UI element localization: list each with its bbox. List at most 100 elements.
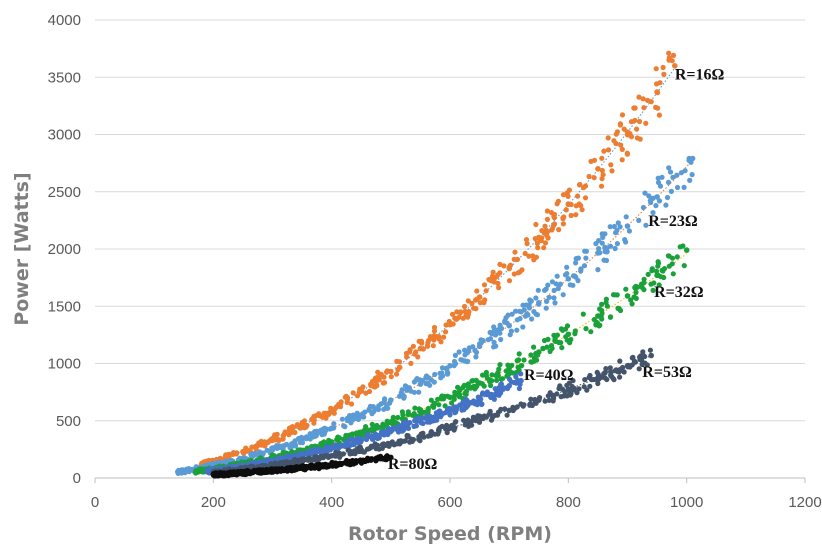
data-point-series-1 <box>502 318 508 324</box>
data-point-series-3 <box>516 385 523 392</box>
data-point-series-0 <box>563 207 569 213</box>
data-point-series-0 <box>449 311 456 317</box>
data-point-series-2 <box>612 292 618 298</box>
data-point-series-2 <box>481 383 487 389</box>
data-point-series-3 <box>479 401 485 407</box>
data-point-series-0 <box>560 221 567 227</box>
data-point-series-0 <box>506 265 512 272</box>
data-point-series-3 <box>407 420 413 426</box>
data-point-series-0 <box>272 433 278 440</box>
data-point-series-0 <box>258 438 264 444</box>
data-point-series-3 <box>484 390 490 396</box>
data-point-series-1 <box>388 397 394 403</box>
data-point-series-3 <box>347 436 353 442</box>
data-point-series-1 <box>668 188 675 194</box>
data-point-series-0 <box>226 452 232 458</box>
data-point-series-0 <box>461 303 468 310</box>
data-point-series-2 <box>519 362 525 369</box>
data-point-series-2 <box>588 329 594 335</box>
data-point-series-0 <box>586 173 592 180</box>
y-tick-label: 3000 <box>48 127 81 144</box>
data-point-series-4 <box>595 380 601 387</box>
data-point-series-5 <box>307 462 313 468</box>
data-point-series-2 <box>498 376 504 382</box>
data-point-series-4 <box>461 417 467 423</box>
data-point-series-2 <box>608 314 614 320</box>
data-point-series-3 <box>453 409 459 415</box>
data-point-series-2 <box>489 372 495 378</box>
data-point-series-4 <box>603 366 609 372</box>
data-point-series-1 <box>526 302 532 308</box>
data-point-series-5 <box>373 458 379 464</box>
data-point-series-4 <box>630 354 636 360</box>
data-point-series-0 <box>641 105 647 111</box>
data-point-series-0 <box>424 343 431 349</box>
data-point-series-2 <box>447 394 453 401</box>
data-point-series-0 <box>483 288 489 294</box>
data-point-series-3 <box>358 437 365 444</box>
data-point-series-2 <box>641 287 647 293</box>
data-point-series-4 <box>615 369 621 375</box>
data-point-series-2 <box>650 287 656 293</box>
data-point-series-2 <box>336 435 342 441</box>
data-point-series-2 <box>583 326 589 332</box>
data-point-series-1 <box>647 198 654 204</box>
data-point-series-1 <box>642 190 648 196</box>
data-point-series-1 <box>565 276 572 282</box>
data-point-series-2 <box>411 411 417 417</box>
data-point-series-0 <box>670 52 677 59</box>
data-point-series-1 <box>462 358 468 364</box>
data-point-series-2 <box>516 357 522 363</box>
data-point-series-1 <box>311 430 317 436</box>
data-point-series-4 <box>511 405 517 411</box>
data-point-series-0 <box>524 241 530 247</box>
data-point-series-0 <box>560 192 567 198</box>
data-point-series-0 <box>489 273 495 279</box>
data-point-series-0 <box>394 371 400 377</box>
data-point-series-0 <box>338 399 344 405</box>
data-point-series-3 <box>257 459 263 465</box>
data-point-series-2 <box>405 409 411 415</box>
data-point-series-4 <box>611 377 617 383</box>
data-point-series-1 <box>370 404 376 410</box>
data-point-series-4 <box>407 439 413 445</box>
data-point-series-1 <box>527 297 533 303</box>
data-point-series-1 <box>600 234 606 240</box>
data-point-series-1 <box>375 406 382 413</box>
data-point-series-0 <box>548 210 555 216</box>
data-point-series-0 <box>568 212 574 219</box>
data-point-series-1 <box>439 365 445 371</box>
data-point-series-3 <box>394 426 400 433</box>
x-axis-title: Rotor Speed (RPM) <box>348 523 552 545</box>
data-point-series-0 <box>476 294 483 300</box>
data-point-series-1 <box>520 324 526 330</box>
data-point-series-0 <box>624 150 630 156</box>
y-axis-title: Power [Watts] <box>11 172 33 325</box>
data-point-series-2 <box>432 400 438 406</box>
y-tick-label: 4000 <box>48 12 81 29</box>
data-point-series-1 <box>525 312 531 318</box>
data-point-series-1 <box>264 447 270 453</box>
data-point-series-0 <box>654 89 660 95</box>
data-point-series-3 <box>343 440 349 446</box>
data-point-series-0 <box>380 380 386 386</box>
data-point-series-1 <box>480 337 486 344</box>
data-point-series-2 <box>670 271 676 277</box>
data-point-series-4 <box>321 453 328 459</box>
data-point-series-5 <box>358 458 365 465</box>
data-point-series-0 <box>474 288 480 294</box>
data-point-series-2 <box>192 468 199 475</box>
data-point-series-1 <box>602 244 608 250</box>
data-point-series-0 <box>619 146 625 152</box>
data-point-series-2 <box>521 357 527 363</box>
data-point-series-1 <box>562 272 569 278</box>
data-point-series-4 <box>453 419 459 425</box>
data-point-series-5 <box>285 467 291 473</box>
data-point-series-3 <box>311 448 317 454</box>
data-point-series-0 <box>348 401 355 407</box>
data-point-series-5 <box>294 464 300 470</box>
data-point-series-0 <box>582 183 589 189</box>
data-point-series-4 <box>328 452 335 459</box>
data-point-series-1 <box>432 371 438 378</box>
